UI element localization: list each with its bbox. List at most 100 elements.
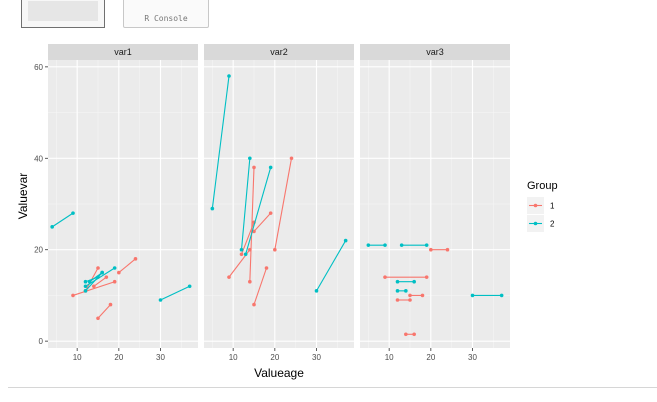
legend-key-point-2 [533,221,538,226]
facet-label-var1: var1 [114,47,132,57]
y-axis-title: Valuevar [16,173,30,219]
legend-label-1: 1 [550,202,555,211]
data-point-group-2 [343,238,348,243]
data-point-group-2 [383,243,387,247]
data-point-group-1 [424,275,429,279]
data-point-group-2 [227,74,231,78]
series-line-group-1 [72,281,115,296]
x-tick-label: 10 [385,353,394,362]
series-line-group-2 [89,272,103,283]
series-line-group-1 [253,212,272,232]
divider [8,387,657,388]
data-point-group-2 [395,279,400,284]
data-point-group-1 [445,247,450,252]
facet-strip-var3 [360,44,510,60]
data-point-group-1 [429,247,433,252]
data-point-group-2 [187,284,192,289]
data-point-group-2 [268,165,273,170]
series-line-group-1 [118,258,136,273]
data-point-group-1 [395,298,400,302]
legend-title: Group [527,180,558,192]
x-tick-label: 20 [270,353,279,362]
data-point-group-1 [96,266,100,270]
data-point-group-2 [83,289,88,293]
data-point-group-1 [408,293,412,298]
facet-label-var3: var3 [426,47,444,57]
data-point-group-1 [96,316,100,321]
y-tick-label: 20 [34,246,43,255]
legend-label-2: 2 [550,220,555,229]
data-point-group-2 [239,247,244,252]
series-line-group-2 [85,272,103,292]
data-point-group-1 [133,257,138,261]
legend-key-point-1 [533,203,538,208]
plot-thumbnail[interactable] [21,0,105,28]
x-tick-label: 20 [426,353,435,362]
series-line-group-2 [245,167,272,255]
data-point-group-1 [252,165,256,170]
facet-strip-var1 [48,44,198,60]
data-point-group-2 [71,211,75,215]
data-point-group-2 [87,279,92,284]
series-line-group-1 [97,304,111,319]
data-point-group-1 [408,298,412,302]
data-point-group-1 [252,229,256,234]
data-point-group-1 [252,302,256,307]
series-line-group-2 [51,212,74,228]
data-point-group-2 [112,266,117,270]
r-console-button[interactable]: R Console [123,0,209,28]
data-point-group-2 [314,289,319,293]
data-point-group-1 [239,252,244,257]
data-point-group-1 [383,275,387,279]
data-point-group-1 [112,279,117,284]
x-tick-label: 30 [156,353,165,362]
series-line-group-1 [249,167,255,282]
data-point-group-2 [404,289,408,293]
data-point-group-2 [399,243,404,247]
x-axis-title: Valueage [254,366,304,380]
x-tick-label: 10 [229,353,238,362]
series-line-group-2 [240,158,251,250]
data-point-group-1 [420,293,425,298]
data-point-group-2 [395,289,400,293]
data-point-group-2 [243,252,248,257]
series-line-group-2 [85,276,99,283]
data-point-group-1 [104,275,109,279]
data-point-group-2 [83,279,88,284]
facet-strip-var2 [204,44,354,60]
data-point-group-2 [424,243,429,247]
data-point-group-1 [117,270,121,275]
data-point-group-2 [100,270,104,275]
series-line-group-2 [160,285,190,301]
data-point-group-2 [248,156,252,161]
y-tick-label: 0 [39,337,44,346]
y-tick-label: 60 [34,63,43,72]
series-line-group-1 [93,276,107,287]
data-point-group-1 [273,247,277,252]
x-tick-label: 10 [73,353,82,362]
data-point-group-2 [366,243,371,247]
data-point-group-1 [248,279,252,284]
x-tick-label: 30 [312,353,321,362]
data-point-group-2 [412,279,416,284]
facet-label-var2: var2 [270,47,288,57]
data-point-group-2 [83,284,88,289]
data-point-group-2 [210,206,215,211]
data-point-group-1 [289,156,294,161]
data-point-group-1 [268,211,273,215]
data-point-group-2 [50,225,54,229]
plot-thumbnail-image [28,1,98,21]
data-point-group-2 [499,293,504,298]
y-tick-label: 40 [34,154,43,163]
x-tick-label: 30 [468,353,477,362]
data-point-group-1 [71,293,75,298]
data-point-group-2 [158,298,163,302]
data-point-group-1 [227,275,231,279]
data-point-group-1 [404,332,408,337]
series-line-group-2 [316,240,347,292]
data-point-group-2 [470,293,475,298]
data-point-group-1 [108,302,113,307]
x-tick-label: 20 [114,353,123,362]
series-line-group-2 [211,75,230,209]
